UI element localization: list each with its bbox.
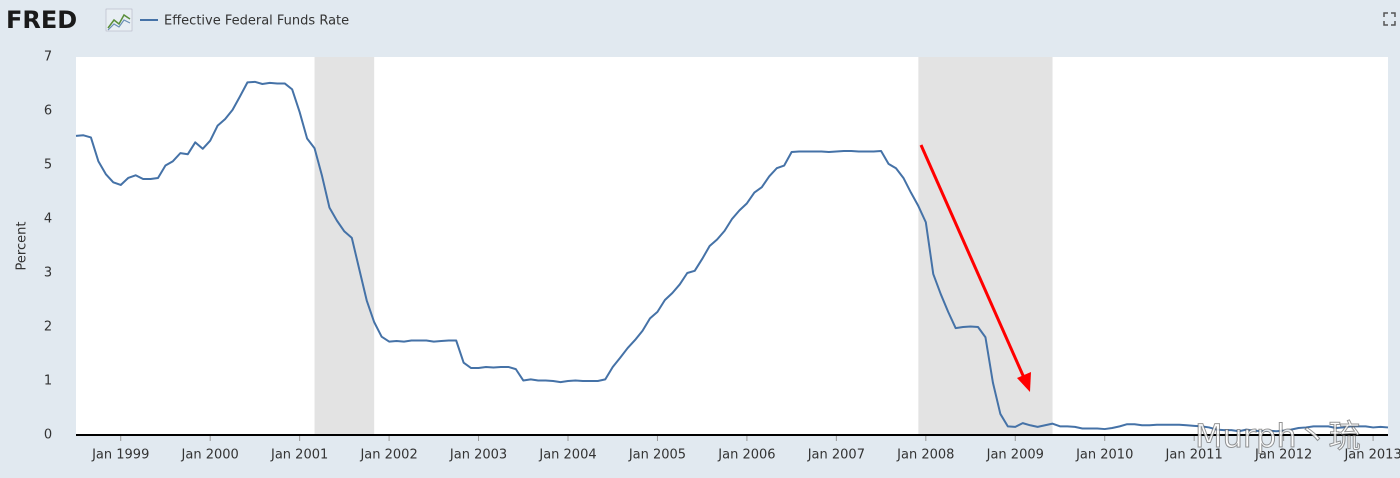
y-tick-label: 1 <box>44 374 52 389</box>
logo-icon <box>105 8 133 32</box>
y-tick-label: 7 <box>44 50 52 65</box>
y-tick-label: 4 <box>44 212 52 227</box>
y-tick-label: 3 <box>44 266 52 281</box>
x-tick-label: Jan 2008 <box>896 448 954 463</box>
y-tick-label: 6 <box>44 104 52 119</box>
legend-label: Effective Federal Funds Rate <box>164 14 349 29</box>
x-tick-label: Jan 2009 <box>986 448 1044 463</box>
x-tick-label: Jan 2001 <box>270 448 328 463</box>
x-tick-label: Jan 2013 <box>1343 448 1400 463</box>
series-line <box>75 80 1389 433</box>
x-tick-label: Jan 2002 <box>359 448 417 463</box>
x-tick-label: Jan 2005 <box>628 448 686 463</box>
recession-band <box>314 57 375 435</box>
annotation-arrowhead <box>1017 372 1031 392</box>
x-tick-label: Jan 2006 <box>717 448 775 463</box>
y-axis-label: Percent <box>15 222 30 271</box>
x-tick-label: Jan 2010 <box>1075 448 1133 463</box>
x-tick-label: Jan 2012 <box>1254 448 1312 463</box>
x-tick-label: Jan 2000 <box>181 448 239 463</box>
y-tick-label: 2 <box>44 320 52 335</box>
x-tick-label: Jan 2003 <box>449 448 507 463</box>
watermark: Murph丶琉 <box>1195 417 1361 455</box>
y-tick-label: 0 <box>44 428 52 443</box>
logo: FRED <box>6 6 77 34</box>
fullscreen-icon[interactable] <box>1383 12 1396 26</box>
x-tick-label: Jan 2004 <box>538 448 596 463</box>
x-tick-label: Jan 1999 <box>91 448 149 463</box>
annotation-arrow <box>919 144 1027 381</box>
x-tick-label: Jan 2007 <box>807 448 865 463</box>
y-tick-label: 5 <box>44 158 52 173</box>
plot-area <box>76 57 1388 435</box>
recession-band <box>918 57 1053 435</box>
x-tick-label: Jan 2011 <box>1165 448 1223 463</box>
